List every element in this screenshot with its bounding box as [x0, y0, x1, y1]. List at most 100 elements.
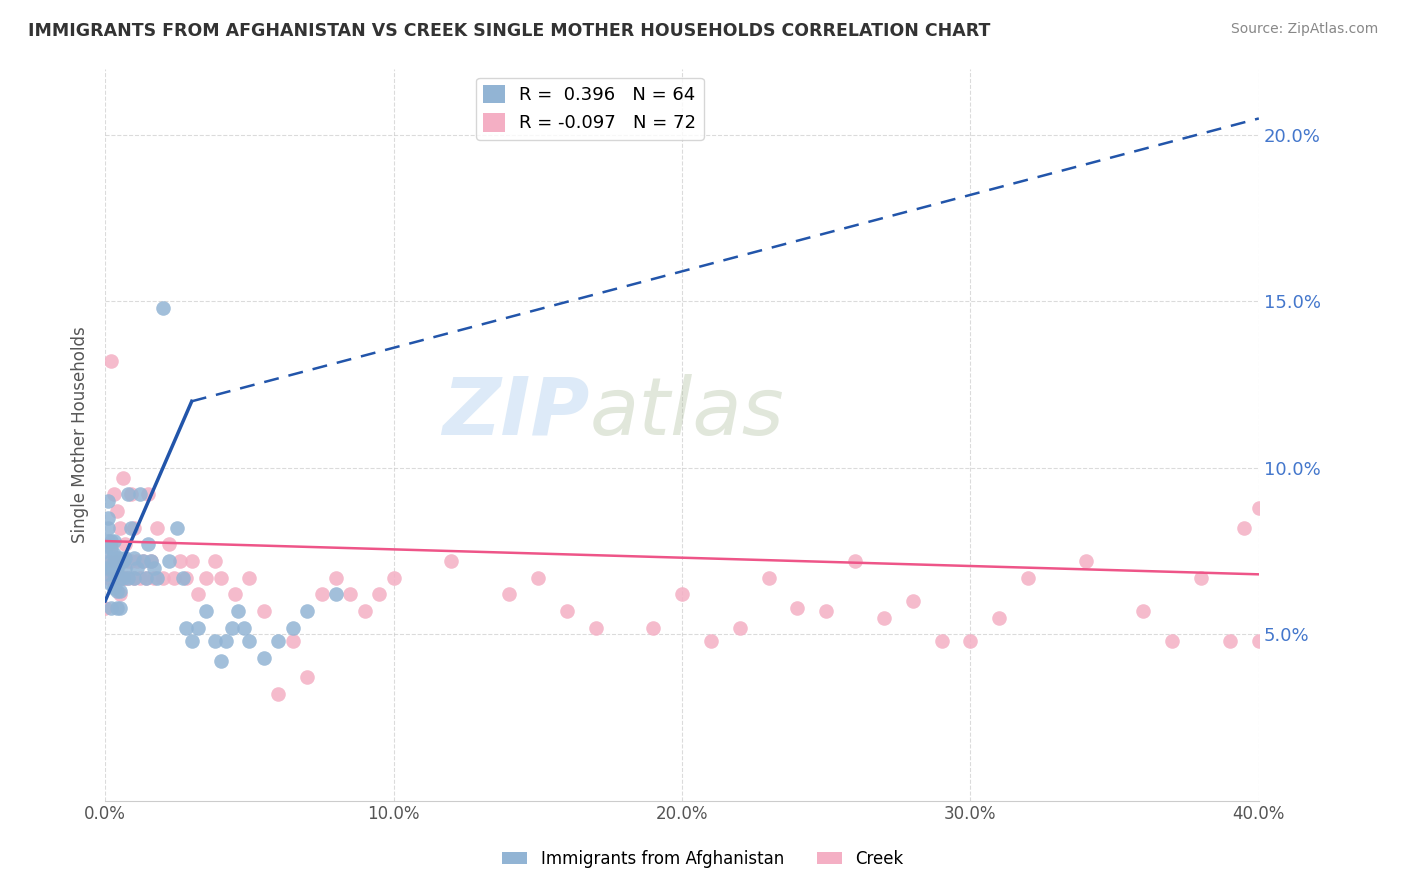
Point	[97, 510, 120, 524]
Point	[120, 554, 142, 568]
Point	[103, 534, 125, 549]
Point	[169, 554, 191, 568]
Point	[100, 537, 122, 551]
Point	[215, 633, 238, 648]
Point	[108, 521, 131, 535]
Point	[368, 587, 391, 601]
Point	[758, 571, 780, 585]
Text: IMMIGRANTS FROM AFGHANISTAN VS CREEK SINGLE MOTHER HOUSEHOLDS CORRELATION CHART: IMMIGRANTS FROM AFGHANISTAN VS CREEK SIN…	[28, 22, 990, 40]
Point	[105, 600, 128, 615]
Point	[325, 587, 347, 601]
Point	[238, 633, 260, 648]
Point	[186, 621, 208, 635]
Point	[122, 571, 145, 585]
Legend: R =  0.396   N = 64, R = -0.097   N = 72: R = 0.396 N = 64, R = -0.097 N = 72	[477, 78, 703, 140]
Point	[931, 633, 953, 648]
Point	[114, 571, 136, 585]
Point	[131, 554, 153, 568]
Point	[253, 650, 276, 665]
Point	[195, 571, 218, 585]
Point	[114, 537, 136, 551]
Point	[122, 521, 145, 535]
Point	[195, 604, 218, 618]
Point	[103, 571, 125, 585]
Point	[103, 487, 125, 501]
Point	[108, 550, 131, 565]
Point	[1189, 571, 1212, 585]
Point	[253, 604, 276, 618]
Point	[700, 633, 723, 648]
Point	[267, 633, 290, 648]
Point	[103, 581, 125, 595]
Point	[143, 571, 166, 585]
Point	[1219, 633, 1241, 648]
Point	[120, 487, 142, 501]
Point	[671, 587, 693, 601]
Text: ZIP: ZIP	[443, 374, 589, 451]
Point	[108, 584, 131, 599]
Point	[339, 587, 361, 601]
Point	[105, 584, 128, 599]
Point	[138, 537, 160, 551]
Point	[114, 560, 136, 574]
Point	[143, 560, 166, 574]
Point	[1233, 521, 1256, 535]
Point	[94, 544, 117, 558]
Point	[146, 521, 169, 535]
Point	[100, 354, 122, 368]
Point	[108, 571, 131, 585]
Point	[100, 541, 122, 555]
Point	[152, 301, 174, 315]
Point	[180, 554, 202, 568]
Point	[873, 610, 896, 624]
Point	[555, 604, 578, 618]
Point	[232, 621, 254, 635]
Point	[141, 554, 163, 568]
Point	[267, 687, 290, 701]
Point	[100, 600, 122, 615]
Point	[97, 554, 120, 568]
Point	[901, 594, 924, 608]
Point	[135, 571, 157, 585]
Point	[97, 521, 120, 535]
Point	[844, 554, 866, 568]
Point	[281, 633, 304, 648]
Text: atlas: atlas	[589, 374, 785, 451]
Point	[382, 571, 405, 585]
Point	[226, 604, 249, 618]
Point	[100, 577, 122, 591]
Point	[128, 487, 150, 501]
Text: Source: ZipAtlas.com: Source: ZipAtlas.com	[1230, 22, 1378, 37]
Point	[295, 671, 318, 685]
Point	[174, 571, 197, 585]
Point	[1247, 500, 1270, 515]
Point	[224, 587, 246, 601]
Point	[174, 621, 197, 635]
Point	[209, 654, 232, 668]
Point	[141, 554, 163, 568]
Point	[103, 554, 125, 568]
Point	[94, 560, 117, 574]
Point	[988, 610, 1011, 624]
Point	[100, 560, 122, 574]
Point	[125, 554, 148, 568]
Point	[111, 571, 134, 585]
Point	[103, 547, 125, 561]
Point	[105, 554, 128, 568]
Legend: Immigrants from Afghanistan, Creek: Immigrants from Afghanistan, Creek	[495, 844, 911, 875]
Point	[108, 600, 131, 615]
Point	[117, 571, 139, 585]
Point	[103, 554, 125, 568]
Point	[1132, 604, 1154, 618]
Point	[125, 560, 148, 574]
Point	[111, 554, 134, 568]
Point	[105, 560, 128, 574]
Point	[108, 587, 131, 601]
Point	[105, 571, 128, 585]
Point	[105, 504, 128, 518]
Point	[111, 554, 134, 568]
Point	[138, 487, 160, 501]
Point	[728, 621, 751, 635]
Point	[103, 567, 125, 582]
Point	[117, 571, 139, 585]
